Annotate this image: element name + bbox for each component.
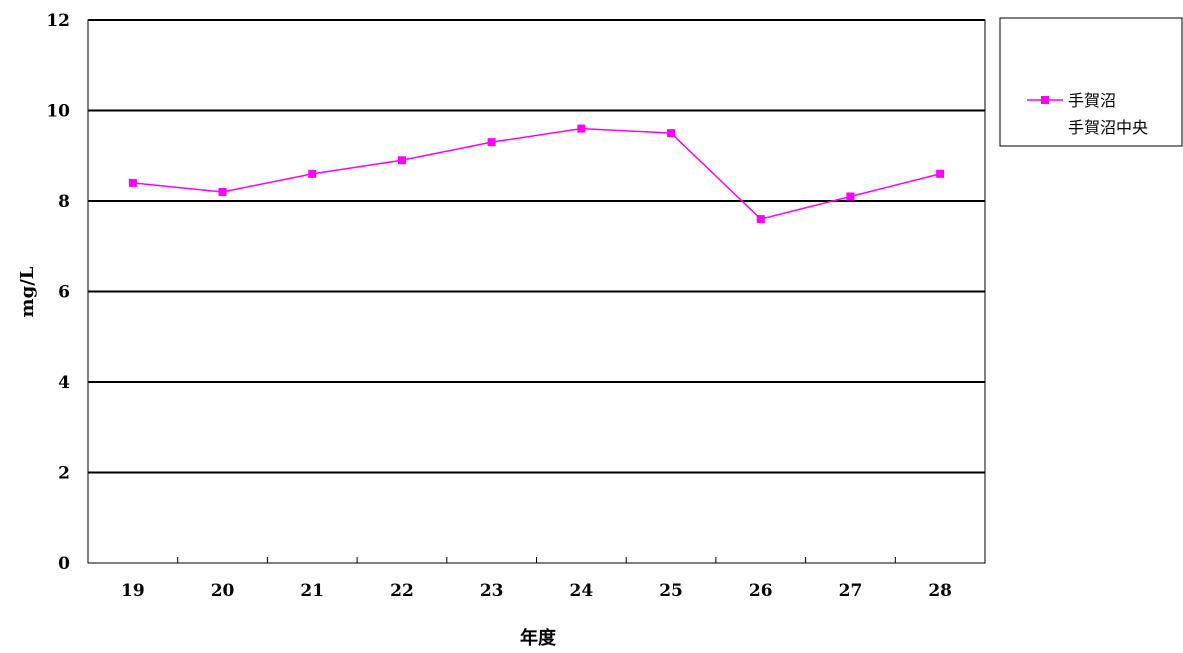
x-tick-label: 28	[928, 581, 952, 601]
data-point	[667, 129, 676, 138]
x-tick-label: 19	[121, 581, 145, 601]
gridlines	[88, 19, 985, 474]
y-tick-label: 12	[46, 11, 70, 31]
x-axis: 19 20 21 22 23 24 25 26 27 28	[121, 581, 952, 601]
data-point	[846, 192, 855, 201]
legend-series-subtitle: 手賀沼中央	[1068, 118, 1148, 137]
x-tick-label: 27	[839, 581, 863, 601]
y-tick-label: 2	[58, 464, 70, 484]
data-point	[577, 124, 586, 133]
legend: 手賀沼 手賀沼中央	[999, 17, 1183, 147]
y-tick-label: 4	[58, 373, 70, 393]
y-tick-label: 6	[58, 283, 70, 303]
x-axis-title: 年度	[520, 627, 557, 649]
plot-area	[87, 19, 986, 564]
x-tick-label: 22	[390, 581, 414, 601]
x-tick-label: 24	[570, 581, 594, 601]
y-axis-title: mg/L	[17, 266, 38, 317]
data-point	[308, 169, 317, 178]
x-tick-label: 20	[211, 581, 235, 601]
data-point	[936, 169, 945, 178]
data-point	[397, 156, 406, 165]
y-tick-label: 10	[46, 102, 70, 122]
y-tick-label: 0	[58, 554, 70, 574]
series-layer	[128, 124, 945, 224]
y-axis: 0 2 4 6 8 10 12	[46, 11, 70, 574]
data-point	[218, 187, 227, 196]
x-axis-ticks	[177, 557, 896, 563]
x-tick-label: 25	[659, 581, 683, 601]
x-tick-label: 26	[749, 581, 773, 601]
x-tick-label: 21	[300, 581, 324, 601]
legend-series-name: 手賀沼	[1068, 91, 1116, 110]
y-tick-label: 8	[58, 192, 70, 212]
data-point	[487, 138, 496, 147]
legend-box	[999, 17, 1183, 147]
data-point	[128, 178, 137, 187]
data-point	[756, 215, 765, 224]
series-line	[132, 127, 941, 220]
x-tick-label: 23	[480, 581, 504, 601]
legend-series-marker	[1041, 96, 1049, 104]
